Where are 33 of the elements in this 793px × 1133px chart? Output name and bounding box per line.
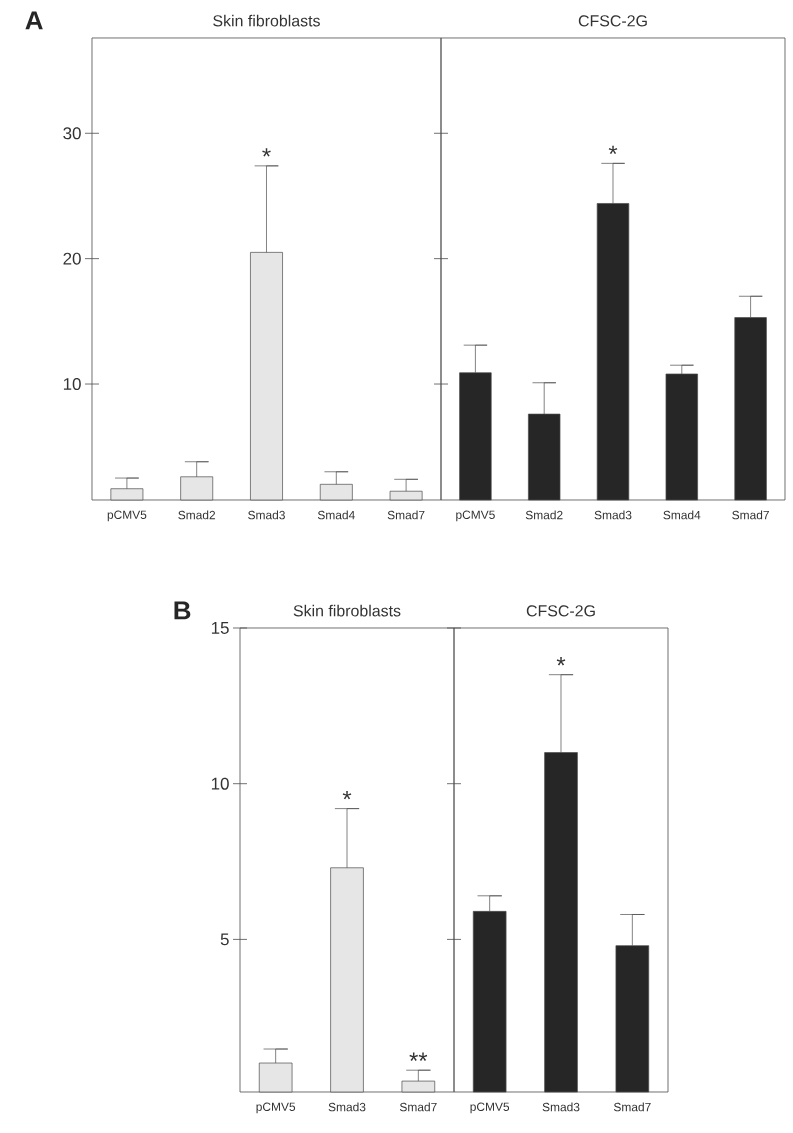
- x-tick-label: pCMV5: [107, 510, 147, 522]
- x-tick-label: Smad2: [525, 510, 563, 520]
- annotation: *: [556, 657, 566, 666]
- x-tick-label: Smad4: [317, 510, 355, 520]
- y-tick-label: 10: [63, 378, 81, 391]
- x-tick-label: Smad3: [594, 510, 632, 520]
- y-tick-label: 15: [211, 622, 229, 634]
- x-tick-label: Smad4: [663, 510, 701, 520]
- x-tick-label: pCMV5: [256, 1102, 296, 1114]
- x-tick-label: Smad7: [732, 510, 769, 520]
- annotation: *: [342, 790, 352, 800]
- annotation: *: [262, 148, 271, 157]
- y-tick-label: 5: [220, 933, 229, 946]
- x-tick-label: Smad7: [399, 1102, 437, 1112]
- y-tick-label: 30: [63, 127, 81, 140]
- y-tick-label: 20: [63, 252, 81, 265]
- x-tick-label: Smad3: [328, 1102, 366, 1112]
- x-tick-label: pCMV5: [470, 1102, 510, 1114]
- chart-title: Skin fibroblasts: [293, 604, 401, 617]
- chart-title: CFSC-2G: [578, 15, 647, 27]
- x-tick-label: Smad7: [387, 510, 425, 520]
- x-tick-label: pCMV5: [456, 510, 495, 522]
- annotation: **: [409, 1052, 428, 1061]
- chart-title: Skin fibroblasts: [213, 14, 320, 27]
- text: A: [25, 11, 43, 30]
- x-tick-label: Smad7: [613, 1102, 651, 1112]
- y-tick-label: 10: [211, 777, 229, 790]
- x-tick-label: Smad2: [178, 510, 216, 520]
- x-tick-label: Smad3: [542, 1102, 580, 1112]
- x-tick-label: Smad3: [248, 510, 285, 520]
- chart-title: CFSC-2G: [526, 605, 595, 617]
- text: B: [174, 601, 191, 620]
- annotation: *: [608, 145, 618, 155]
